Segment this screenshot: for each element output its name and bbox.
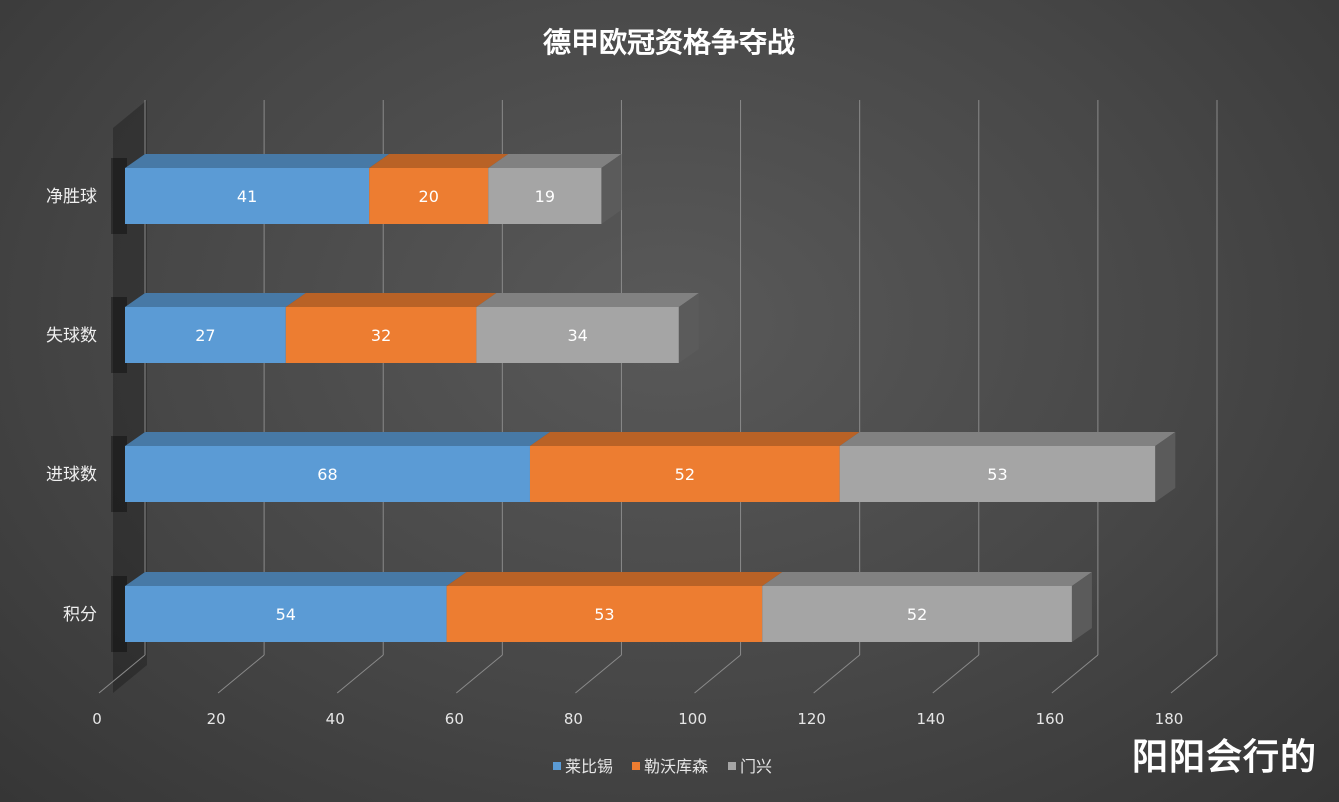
floor-gridline-80 bbox=[575, 654, 622, 694]
bar-top-face bbox=[369, 154, 509, 168]
y-tick-label-0: 积分 bbox=[63, 605, 97, 625]
bar-front-face bbox=[125, 307, 286, 363]
bar-top-face bbox=[762, 572, 1092, 586]
legend-swatch-1 bbox=[632, 762, 640, 770]
data-label-2-0: 27 bbox=[195, 326, 215, 345]
bar-front-face bbox=[488, 168, 602, 224]
bar-top-face bbox=[529, 432, 860, 446]
data-label-3-2: 19 bbox=[535, 187, 555, 206]
bar-3-0: 41 bbox=[125, 154, 390, 224]
data-label-2-1: 32 bbox=[371, 326, 391, 345]
data-label-0-0: 54 bbox=[276, 605, 296, 624]
bars: 54 53 52 68 52 53 27 32 34 41 20 19 bbox=[111, 154, 1176, 652]
bar-front-face bbox=[762, 586, 1072, 642]
bar-top-face bbox=[285, 293, 497, 307]
x-tick-label-120: 120 bbox=[797, 710, 826, 728]
floor-gridline-0 bbox=[98, 654, 146, 694]
bar-top-face bbox=[125, 572, 467, 586]
data-label-3-1: 20 bbox=[419, 187, 439, 206]
bar-front-face bbox=[369, 168, 489, 224]
bar-front-face bbox=[476, 307, 679, 363]
row-shadow bbox=[111, 436, 127, 512]
bar-front-face bbox=[446, 586, 763, 642]
bar-1-2: 53 bbox=[839, 432, 1176, 502]
floor-gridline-140 bbox=[932, 654, 980, 694]
bar-end-face bbox=[678, 293, 699, 363]
bar-2-2: 34 bbox=[476, 293, 699, 363]
bar-top-face bbox=[125, 154, 390, 168]
bar-top-face bbox=[125, 293, 306, 307]
y-tick-label-1: 进球数 bbox=[46, 465, 97, 485]
row-shadow bbox=[111, 297, 127, 373]
data-label-1-2: 53 bbox=[987, 465, 1007, 484]
bar-2-1: 32 bbox=[285, 293, 497, 363]
bar-end-face bbox=[601, 154, 622, 224]
data-label-2-2: 34 bbox=[567, 326, 587, 345]
x-tick-label-20: 20 bbox=[207, 710, 226, 728]
bar-3-1: 20 bbox=[369, 154, 509, 224]
axes: 0 20 40 60 80 100 120 140 160 180 积分 进球数 失球数 净胜球 bbox=[46, 187, 1183, 728]
y-tick-label-3: 净胜球 bbox=[46, 187, 97, 207]
data-label-1-1: 52 bbox=[675, 465, 695, 484]
row-shadow bbox=[111, 158, 127, 234]
data-label-1-0: 68 bbox=[317, 465, 337, 484]
x-tick-label-140: 140 bbox=[916, 710, 945, 728]
bar-0-2: 52 bbox=[762, 572, 1092, 642]
bar-top-face bbox=[488, 154, 622, 168]
legend-label-1: 勒沃库森 bbox=[644, 757, 708, 776]
floor-gridline-40 bbox=[336, 654, 384, 694]
bar-front-face bbox=[125, 446, 530, 502]
bar-front-face bbox=[839, 446, 1156, 502]
data-label-0-2: 52 bbox=[907, 605, 927, 624]
bar-1-1: 52 bbox=[529, 432, 860, 502]
bar-front-face bbox=[125, 168, 370, 224]
side-wall bbox=[113, 100, 147, 693]
x-tick-label-40: 40 bbox=[326, 710, 345, 728]
x-tick-label-0: 0 bbox=[92, 710, 102, 728]
x-tick-label-180: 180 bbox=[1155, 710, 1184, 728]
bar-front-face bbox=[529, 446, 840, 502]
bar-1-0: 68 bbox=[125, 432, 550, 502]
bar-top-face bbox=[476, 293, 699, 307]
data-label-0-1: 53 bbox=[594, 605, 614, 624]
legend: 莱比锡 勒沃库森 门兴 bbox=[553, 757, 772, 776]
grid bbox=[98, 100, 1218, 694]
row-shadow bbox=[111, 576, 127, 652]
floor-gridline-160 bbox=[1051, 654, 1099, 694]
bar-end-face bbox=[1071, 572, 1092, 642]
bar-top-face bbox=[839, 432, 1176, 446]
bar-0-1: 53 bbox=[446, 572, 783, 642]
y-tick-label-2: 失球数 bbox=[46, 326, 97, 346]
legend-label-2: 门兴 bbox=[740, 757, 772, 776]
legend-swatch-2 bbox=[728, 762, 736, 770]
legend-label-0: 莱比锡 bbox=[565, 757, 613, 776]
bar-top-face bbox=[446, 572, 783, 586]
bar-front-face bbox=[285, 307, 477, 363]
floor-gridline-120 bbox=[813, 654, 860, 694]
x-tick-label-160: 160 bbox=[1036, 710, 1065, 728]
floor-gridline-20 bbox=[217, 654, 265, 694]
data-label-3-0: 41 bbox=[237, 187, 257, 206]
floor-gridline-180 bbox=[1170, 654, 1218, 694]
x-tick-label-80: 80 bbox=[564, 710, 583, 728]
chart-title: 德甲欧冠资格争夺战 bbox=[543, 26, 795, 59]
floor-gridline-100 bbox=[694, 654, 741, 694]
x-tick-label-100: 100 bbox=[678, 710, 707, 728]
bar-0-0: 54 bbox=[125, 572, 467, 642]
bar-top-face bbox=[125, 432, 550, 446]
floor-gridline-60 bbox=[456, 654, 503, 694]
bar-end-face bbox=[1155, 432, 1176, 502]
bar-front-face bbox=[125, 586, 447, 642]
bar-2-0: 27 bbox=[125, 293, 306, 363]
legend-swatch-0 bbox=[553, 762, 561, 770]
bar-3-2: 19 bbox=[488, 154, 622, 224]
x-tick-label-60: 60 bbox=[445, 710, 464, 728]
watermark-text: 阳阳会行的 bbox=[1131, 737, 1317, 778]
